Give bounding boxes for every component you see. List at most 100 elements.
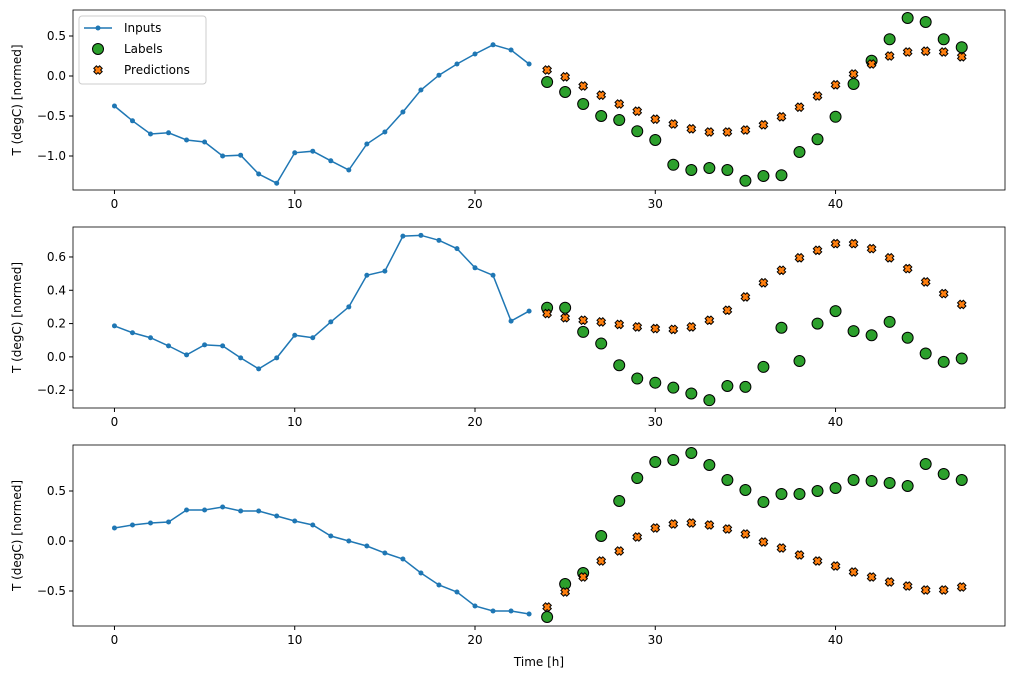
label-point (847, 325, 860, 338)
x-tick-label: 20 (467, 415, 482, 429)
prediction-marker (920, 277, 931, 287)
input-point (148, 520, 154, 526)
input-point (508, 608, 514, 614)
prediction-marker (542, 65, 553, 75)
input-point (184, 352, 190, 358)
input-point (526, 61, 532, 67)
inputs-line (114, 234, 530, 370)
prediction-marker (848, 69, 859, 79)
input-point (220, 153, 226, 159)
input-point (436, 72, 442, 78)
prediction-marker (632, 322, 643, 332)
input-point (129, 522, 135, 528)
label-point (901, 331, 914, 344)
label-point (631, 472, 644, 484)
y-axis-label: T (degC) [normed] (10, 262, 24, 374)
prediction-marker (632, 532, 643, 542)
input-point (256, 508, 262, 514)
prediction-marker (866, 243, 877, 254)
prediction-marker (794, 102, 805, 113)
input-point (148, 131, 154, 137)
y-tick-label: 0.5 (47, 29, 66, 43)
label-point (595, 530, 608, 542)
input-point (166, 130, 172, 136)
prediction-marker (722, 127, 733, 137)
label-point (577, 98, 590, 110)
prediction-marker (956, 299, 967, 310)
prediction-marker (650, 523, 661, 533)
inputs-line (113, 43, 530, 185)
label-point (559, 86, 572, 98)
input-point (364, 272, 370, 278)
prediction-marker (596, 90, 607, 101)
input-point (346, 538, 352, 544)
x-tick-label: 10 (287, 633, 302, 647)
prediction-marker (704, 315, 715, 326)
y-tick-label: 0.4 (47, 283, 66, 297)
prediction-marker (686, 518, 697, 528)
label-point (667, 381, 680, 394)
label-point (577, 325, 590, 338)
input-point (328, 319, 334, 325)
label-point (775, 321, 788, 334)
label-point (865, 475, 878, 487)
prediction-marker (866, 59, 877, 69)
prediction-marker (776, 265, 787, 276)
x-tick-label: 10 (287, 415, 302, 429)
legend-frame (78, 15, 207, 85)
label-point (919, 458, 932, 470)
input-point (202, 139, 208, 145)
input-point (292, 518, 298, 524)
legend-label: Inputs (124, 21, 161, 35)
prediction-marker (830, 79, 841, 90)
axes-frame (72, 226, 1006, 409)
legend-label: Labels (124, 42, 163, 56)
label-point (685, 164, 698, 176)
label-point (739, 380, 752, 393)
label-point (541, 611, 554, 623)
prediction-marker (884, 51, 895, 61)
prediction-marker (668, 519, 679, 529)
input-point (111, 323, 117, 329)
input-point (346, 304, 352, 310)
input-point (472, 51, 478, 57)
prediction-marker (938, 585, 949, 595)
prediction-marker (704, 520, 715, 530)
label-point (937, 33, 950, 46)
label-point (829, 305, 842, 318)
prediction-marker (686, 123, 697, 134)
label-point (757, 170, 770, 182)
y-tick-label: 0.0 (47, 69, 66, 83)
x-axis-label: Time [h] (513, 655, 564, 669)
input-point (526, 308, 532, 314)
input-point (310, 148, 316, 154)
label-point (721, 164, 734, 176)
label-point (793, 488, 806, 500)
input-point (382, 268, 388, 274)
x-tick-label: 30 (648, 633, 663, 647)
y-tick-label: −1.0 (37, 149, 66, 163)
prediction-marker (884, 577, 895, 587)
label-point (883, 315, 896, 328)
prediction-marker (578, 572, 589, 582)
legend-labels-marker (92, 43, 104, 55)
input-point (129, 118, 135, 124)
input-point (184, 137, 190, 143)
label-point (793, 146, 806, 158)
prediction-marker (902, 581, 913, 591)
label-point (793, 355, 806, 368)
prediction-marker (614, 546, 625, 556)
input-point (490, 608, 496, 614)
label-point (541, 76, 554, 88)
prediction-marker (722, 524, 733, 534)
prediction-marker (848, 567, 859, 577)
input-point (111, 525, 117, 531)
label-point (955, 41, 968, 54)
prediction-marker (776, 543, 787, 553)
label-point (613, 114, 626, 126)
prediction-marker (956, 582, 967, 592)
prediction-marker (794, 252, 805, 263)
label-point (775, 169, 788, 182)
x-tick-label: 40 (828, 415, 843, 429)
